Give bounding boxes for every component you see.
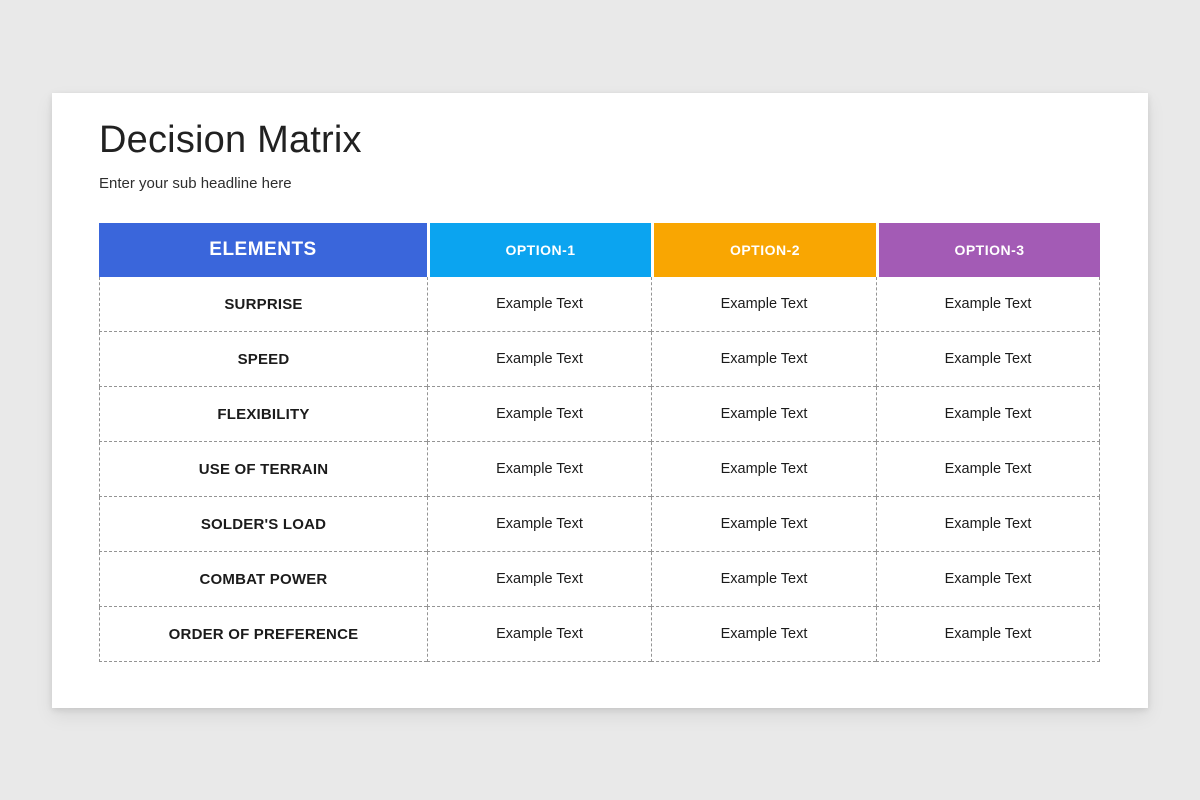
option-cell: Example Text <box>427 552 651 607</box>
option-cell: Example Text <box>427 277 651 332</box>
option-cell: Example Text <box>876 442 1100 497</box>
column-header-option-1: OPTION-1 <box>427 223 651 277</box>
decision-matrix-table: ELEMENTS OPTION-1 OPTION-2 OPTION-3 SURP… <box>99 223 1100 662</box>
option-cell: Example Text <box>427 442 651 497</box>
page-subtitle: Enter your sub headline here <box>99 175 292 192</box>
option-cell: Example Text <box>427 607 651 662</box>
row-label: ORDER OF PREFERENCE <box>99 607 427 662</box>
option-cell: Example Text <box>427 332 651 387</box>
option-cell: Example Text <box>876 387 1100 442</box>
option-cell: Example Text <box>427 497 651 552</box>
column-header-elements: ELEMENTS <box>99 223 427 277</box>
row-label: SOLDER'S LOAD <box>99 497 427 552</box>
row-label: COMBAT POWER <box>99 552 427 607</box>
row-label: FLEXIBILITY <box>99 387 427 442</box>
option-cell: Example Text <box>651 497 876 552</box>
column-header-option-2: OPTION-2 <box>651 223 876 277</box>
option-cell: Example Text <box>876 277 1100 332</box>
option-cell: Example Text <box>651 442 876 497</box>
option-cell: Example Text <box>651 277 876 332</box>
row-label: SPEED <box>99 332 427 387</box>
option-cell: Example Text <box>876 552 1100 607</box>
option-cell: Example Text <box>651 607 876 662</box>
option-cell: Example Text <box>876 607 1100 662</box>
option-cell: Example Text <box>876 497 1100 552</box>
option-cell: Example Text <box>427 387 651 442</box>
row-label: SURPRISE <box>99 277 427 332</box>
row-label: USE OF TERRAIN <box>99 442 427 497</box>
option-cell: Example Text <box>651 387 876 442</box>
option-cell: Example Text <box>876 332 1100 387</box>
slide-card: Decision Matrix Enter your sub headline … <box>52 93 1148 708</box>
option-cell: Example Text <box>651 552 876 607</box>
option-cell: Example Text <box>651 332 876 387</box>
column-header-option-3: OPTION-3 <box>876 223 1100 277</box>
page-title: Decision Matrix <box>99 119 362 161</box>
